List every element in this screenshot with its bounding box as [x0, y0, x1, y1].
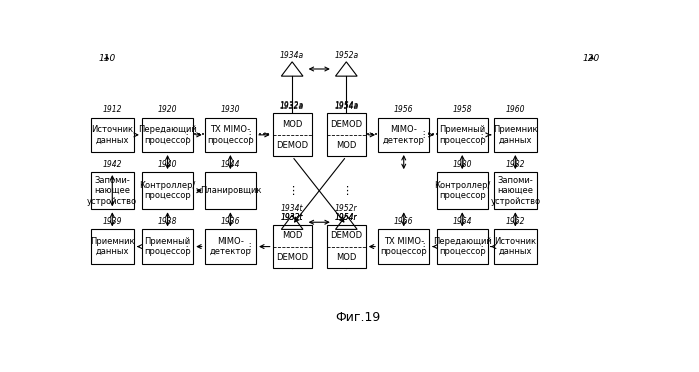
Bar: [205, 230, 256, 264]
Text: Контроллер/
процессор: Контроллер/ процессор: [434, 181, 491, 201]
Text: 1936: 1936: [221, 217, 240, 226]
Text: MIMO-
детектор: MIMO- детектор: [210, 237, 252, 256]
Bar: [205, 172, 256, 209]
Text: Контроллер/
процессор: Контроллер/ процессор: [139, 181, 196, 201]
Text: 1954r: 1954r: [335, 213, 358, 222]
Bar: [273, 113, 312, 156]
Text: 1966: 1966: [394, 217, 414, 226]
Text: TX MIMO-
процессор: TX MIMO- процессор: [380, 237, 427, 256]
Text: MOD: MOD: [282, 120, 303, 129]
Text: DEMOD: DEMOD: [330, 120, 362, 129]
Bar: [91, 230, 134, 264]
Text: ⋮: ⋮: [419, 130, 427, 140]
Bar: [327, 113, 366, 156]
Bar: [436, 172, 488, 209]
Text: Запоми-
нающее
устройство: Запоми- нающее устройство: [490, 176, 540, 206]
Text: MOD: MOD: [336, 141, 356, 150]
Text: MOD: MOD: [336, 253, 356, 262]
Bar: [273, 225, 312, 268]
Text: 1932a: 1932a: [280, 102, 304, 110]
Bar: [142, 172, 194, 209]
Text: 1956: 1956: [394, 105, 414, 114]
Text: 1939: 1939: [103, 217, 122, 226]
Text: 1938: 1938: [158, 217, 178, 226]
Text: •••: •••: [366, 132, 378, 138]
Text: 1960: 1960: [505, 105, 525, 114]
Text: Приемник
данных: Приемник данных: [493, 125, 538, 145]
Text: 1930: 1930: [221, 105, 240, 114]
Text: Планировщик: Планировщик: [200, 186, 261, 195]
Text: DEMOD: DEMOD: [276, 253, 308, 262]
Bar: [91, 172, 134, 209]
Bar: [378, 118, 429, 152]
Text: 1952a: 1952a: [334, 51, 359, 60]
Text: 1940: 1940: [158, 160, 178, 169]
Text: •••: •••: [193, 132, 205, 138]
Bar: [142, 118, 194, 152]
Text: Источник
данных: Источник данных: [92, 125, 134, 145]
Text: •••: •••: [259, 132, 271, 138]
Text: Передающий
процессор: Передающий процессор: [138, 125, 197, 145]
Text: 1982: 1982: [505, 160, 525, 169]
Text: 1954a: 1954a: [334, 102, 359, 110]
Text: Приемный
процессор: Приемный процессор: [439, 125, 486, 145]
Bar: [436, 230, 488, 264]
Text: ⋮: ⋮: [287, 186, 298, 196]
Text: ⋮: ⋮: [245, 130, 254, 140]
Text: Приемник
данных: Приемник данных: [90, 237, 135, 256]
Bar: [378, 230, 429, 264]
Text: 1962: 1962: [505, 217, 525, 226]
Bar: [327, 225, 366, 268]
Text: 1964: 1964: [452, 217, 472, 226]
Text: 1952r: 1952r: [335, 204, 358, 213]
Text: ⋮: ⋮: [340, 186, 352, 196]
Text: Фиг.19: Фиг.19: [336, 311, 381, 324]
Text: Приемный
процессор: Приемный процессор: [144, 237, 191, 256]
Text: Передающий
процессор: Передающий процессор: [433, 237, 491, 256]
Text: 1958: 1958: [452, 105, 472, 114]
Text: 1932t: 1932t: [281, 213, 303, 222]
Text: TX MIMO-
процессор: TX MIMO- процессор: [207, 125, 254, 145]
Text: 1954a: 1954a: [334, 101, 359, 110]
Text: 1942: 1942: [103, 160, 122, 169]
Text: ⋮: ⋮: [182, 242, 191, 251]
Text: 1980: 1980: [452, 160, 472, 169]
Text: ⋮: ⋮: [182, 130, 191, 140]
Bar: [205, 118, 256, 152]
Text: 1934a: 1934a: [280, 51, 304, 60]
Text: 1944: 1944: [221, 160, 240, 169]
Bar: [493, 118, 537, 152]
Text: 120: 120: [583, 54, 600, 63]
Text: 1920: 1920: [158, 105, 178, 114]
Bar: [493, 230, 537, 264]
Text: ⋮: ⋮: [245, 242, 254, 251]
Text: 1932a: 1932a: [280, 101, 304, 110]
Text: ⋮: ⋮: [477, 242, 486, 251]
Bar: [91, 118, 134, 152]
Text: Источник
данных: Источник данных: [494, 237, 536, 256]
Text: 110: 110: [98, 54, 115, 63]
Text: DEMOD: DEMOD: [330, 231, 362, 240]
Text: 1954r: 1954r: [335, 213, 358, 222]
Text: •••: •••: [427, 132, 439, 138]
Text: MIMO-
детектор: MIMO- детектор: [383, 125, 425, 145]
Bar: [493, 172, 537, 209]
Text: 1932t: 1932t: [281, 213, 303, 222]
Text: DEMOD: DEMOD: [276, 141, 308, 150]
Text: 1912: 1912: [103, 105, 122, 114]
Bar: [142, 230, 194, 264]
Text: ⋮: ⋮: [477, 130, 486, 140]
Bar: [436, 118, 488, 152]
Text: MOD: MOD: [282, 231, 303, 240]
Text: ⋮: ⋮: [419, 242, 427, 251]
Text: 1934t: 1934t: [281, 204, 303, 213]
Text: Запоми-
нающее
устройство: Запоми- нающее устройство: [87, 176, 138, 206]
